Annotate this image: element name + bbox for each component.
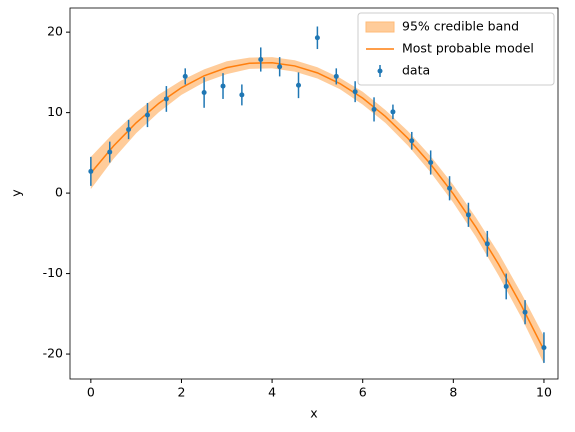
data-point — [333, 73, 339, 79]
y-tick-label: -10 — [43, 265, 63, 280]
data-point — [428, 160, 434, 166]
data-point — [484, 241, 490, 247]
data-point — [371, 106, 377, 112]
data-point — [239, 92, 245, 98]
data-point — [144, 112, 150, 118]
legend-box — [357, 12, 555, 86]
y-axis-label: y — [9, 189, 24, 197]
legend-label: 95% credible band — [402, 19, 519, 34]
x-tick-label: 4 — [268, 385, 276, 400]
data-point — [390, 109, 396, 115]
data-point — [107, 149, 113, 155]
data-point — [541, 345, 547, 351]
data-point — [522, 309, 528, 315]
legend-swatch — [365, 21, 395, 33]
data-point — [447, 185, 453, 191]
x-tick-label: 6 — [359, 385, 367, 400]
y-tick-label: -20 — [43, 346, 63, 361]
data-point — [296, 82, 302, 88]
data-point — [201, 90, 207, 96]
data-point — [88, 168, 94, 174]
data-point — [182, 73, 188, 79]
x-axis-label: x — [310, 406, 317, 421]
data-point — [314, 35, 320, 41]
legend-swatch — [377, 68, 383, 74]
x-tick-label: 10 — [536, 385, 552, 400]
y-tick-label: 20 — [47, 24, 63, 39]
x-tick-label: 8 — [449, 385, 457, 400]
data-point — [126, 127, 132, 133]
data-point — [277, 64, 283, 70]
legend-label: Most probable model — [402, 41, 534, 56]
data-point — [258, 57, 264, 63]
data-point — [163, 96, 169, 102]
data-point — [352, 89, 358, 95]
data-point — [465, 212, 471, 218]
legend-label: data — [402, 63, 430, 78]
y-tick-label: 10 — [47, 104, 63, 119]
data-point — [220, 83, 226, 89]
data-point — [503, 283, 509, 289]
x-tick-label: 0 — [87, 385, 95, 400]
x-tick-label: 2 — [177, 385, 185, 400]
data-point — [409, 138, 415, 144]
y-tick-label: 0 — [55, 185, 63, 200]
